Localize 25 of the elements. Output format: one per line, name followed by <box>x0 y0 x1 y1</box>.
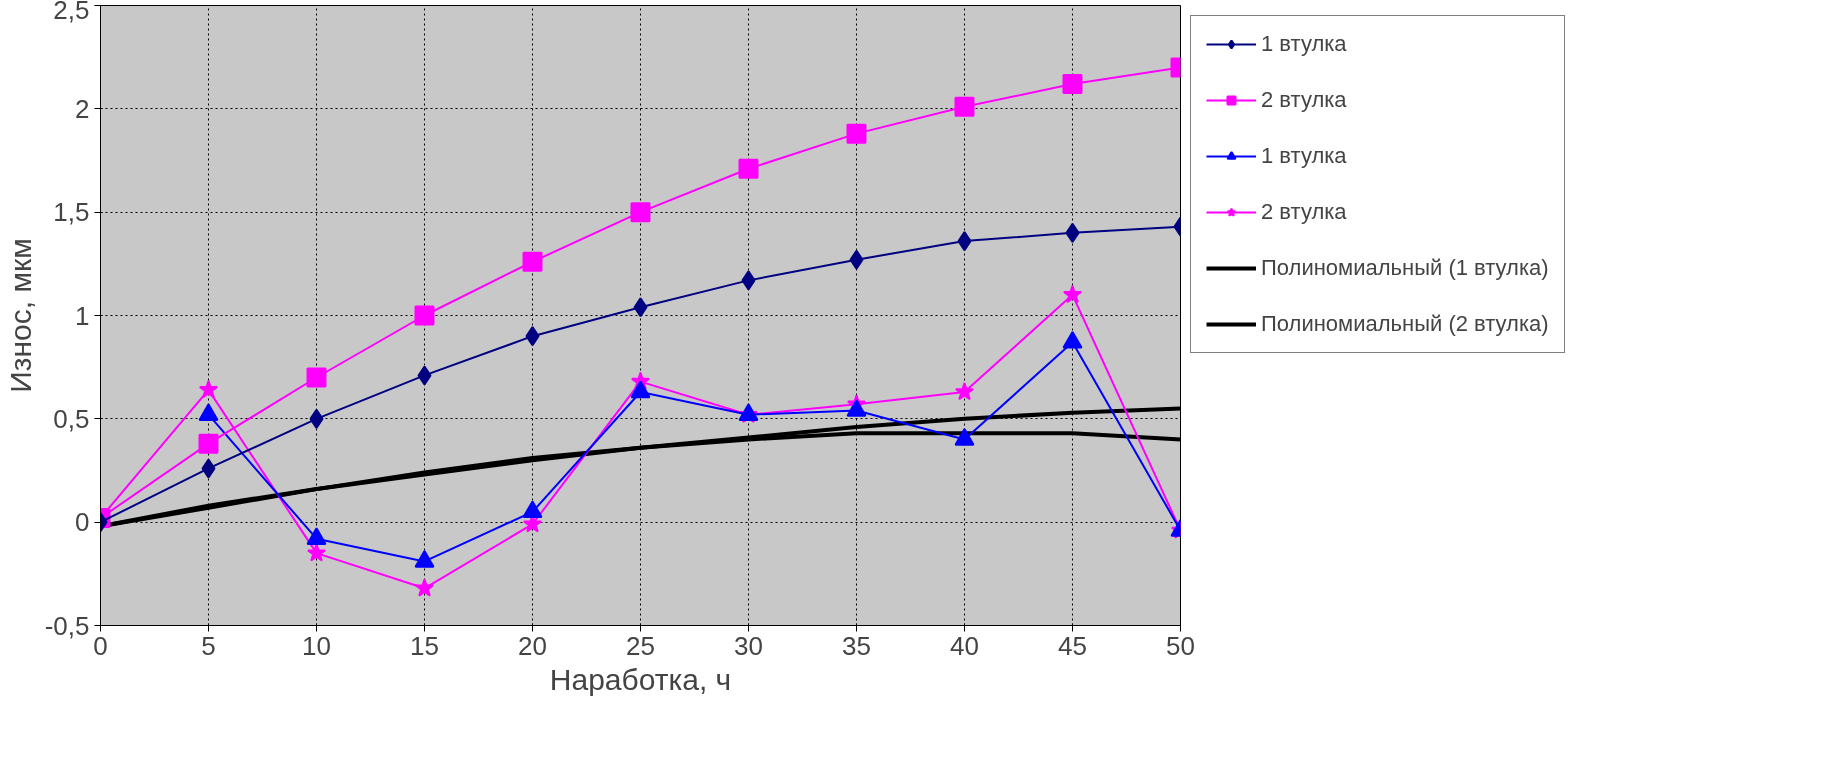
y-axis-title: Износ, мкм <box>3 238 37 393</box>
legend-label: 1 втулка <box>1261 31 1347 57</box>
legend-label: Полиномиальный (1 втулка) <box>1261 255 1549 281</box>
y-tick-label: 0 <box>75 507 90 538</box>
legend-label: 2 втулка <box>1261 87 1347 113</box>
legend-label: Полиномиальный (2 втулка) <box>1261 311 1549 337</box>
x-tick-label: 5 <box>201 630 216 661</box>
legend-label: 2 втулка <box>1261 199 1347 225</box>
x-tick-label: 50 <box>1166 630 1195 661</box>
y-tick-label: 1 <box>75 300 90 331</box>
x-tick-label: 45 <box>1058 630 1087 661</box>
x-tick-label: 15 <box>410 630 439 661</box>
legend-label: 1 втулка <box>1261 143 1347 169</box>
y-tick-label: 0,5 <box>53 403 90 434</box>
y-tick-label: 2,5 <box>53 0 90 25</box>
x-tick-label: 10 <box>302 630 331 661</box>
x-tick-label: 25 <box>626 630 655 661</box>
x-tick-label: 40 <box>950 630 979 661</box>
y-tick-label: 1,5 <box>53 197 90 228</box>
y-tick-label: -0,5 <box>44 610 90 641</box>
x-axis-title: Наработка, ч <box>549 662 732 696</box>
x-tick-label: 35 <box>842 630 871 661</box>
y-tick-label: 2 <box>75 93 90 124</box>
x-tick-label: 20 <box>518 630 547 661</box>
x-tick-label: 30 <box>734 630 763 661</box>
